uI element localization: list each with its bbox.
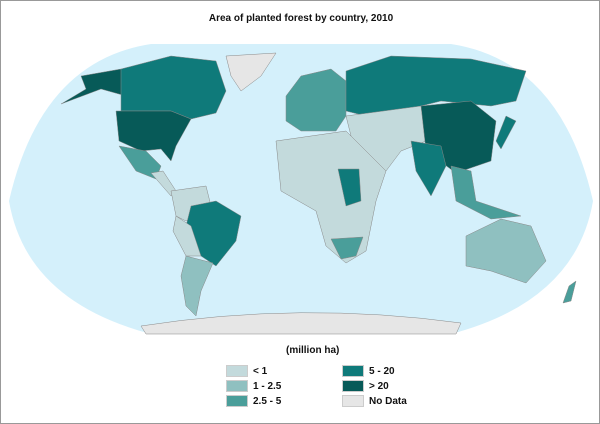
country-japan [495,115,517,150]
map-title: Area of planted forest by country, 2010 [208,13,394,24]
legend-label: 2.5 - 5 [253,395,282,407]
country-usa [115,110,192,162]
antarctica [140,312,462,335]
legend-swatch [342,395,364,407]
legend-label: < 1 [253,365,268,377]
legend-item: 2.5 - 5 [226,395,281,407]
country-australia [465,218,547,284]
country-new-zealand [562,280,577,304]
country-greenland [225,52,277,92]
southeast-asia [450,165,522,220]
legend-label: 5 - 20 [369,365,395,377]
legend-item: 5 - 20 [342,365,395,377]
country-south-africa [330,236,364,260]
legend-swatch [226,365,248,377]
country-sudan [337,168,362,207]
legend-item: 1 - 2.5 [226,380,281,392]
legend-label: No Data [369,395,407,407]
legend-item: > 20 [342,380,389,392]
legend-unit: (million ha) [286,345,340,356]
legend-label: > 20 [369,380,389,392]
legend-item: < 1 [226,365,267,377]
legend-swatch [226,380,248,392]
country-canada [120,55,227,120]
country-argentina-chile [180,255,214,317]
country-india [410,140,447,197]
legend-item: No Data [342,395,407,407]
legend-label: 1 - 2.5 [253,380,282,392]
country-peru-bolivia [172,215,202,257]
legend-swatch [226,395,248,407]
legend-swatch [342,365,364,377]
legend-swatch [342,380,364,392]
